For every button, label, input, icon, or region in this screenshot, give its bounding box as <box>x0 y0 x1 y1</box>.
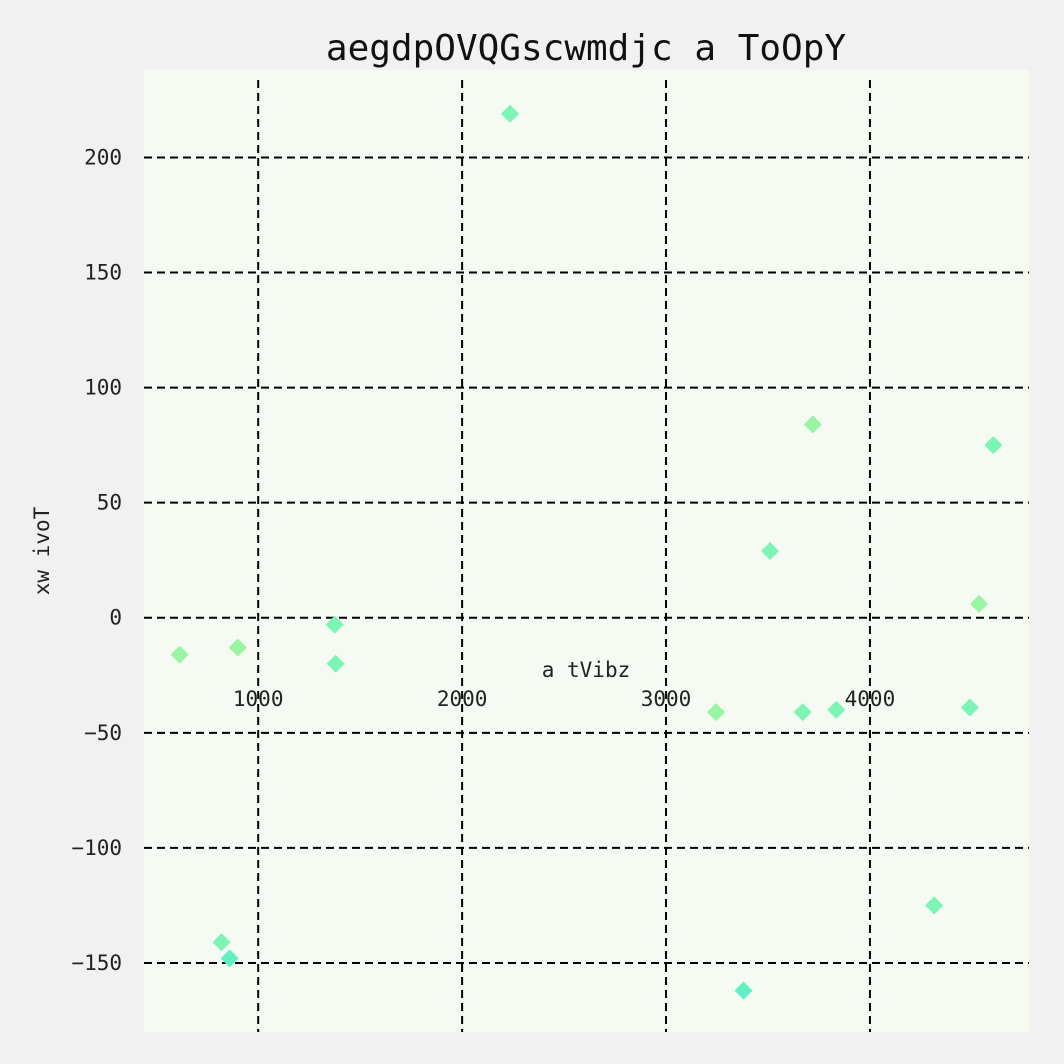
plot-area <box>144 70 1029 1032</box>
grid <box>144 80 1029 1032</box>
data-point <box>706 703 725 722</box>
data-point <box>970 594 989 613</box>
data-point <box>734 981 753 1000</box>
data-point <box>212 933 231 952</box>
y-tick-label: 50 <box>97 491 122 515</box>
x-tick-label: 4000 <box>845 687 896 711</box>
x-tick-label: 3000 <box>641 687 692 711</box>
data-point <box>803 415 822 434</box>
data-point <box>326 654 345 673</box>
x-axis-label: a tVibz <box>542 658 631 682</box>
x-tick-label: 1000 <box>233 687 284 711</box>
data-point <box>220 949 239 968</box>
y-axis-ticks: −150 −100 −50 0 50 100 150 200 <box>71 145 122 975</box>
y-tick-label: −100 <box>71 836 122 860</box>
data-point <box>925 896 944 915</box>
x-tick-label: 2000 <box>437 687 488 711</box>
y-tick-label: −150 <box>71 951 122 975</box>
y-tick-label: 100 <box>84 376 122 400</box>
data-point <box>170 645 189 664</box>
y-tick-label: 0 <box>109 606 122 630</box>
data-point <box>793 703 812 722</box>
x-axis-ticks: 1000 2000 3000 4000 <box>233 687 895 711</box>
data-points <box>170 104 1003 1000</box>
y-tick-label: 150 <box>84 261 122 285</box>
chart-title: aegdpOVQGscwmdjc a ToOpY <box>326 28 846 69</box>
y-tick-label: 200 <box>84 145 122 169</box>
data-point <box>827 700 846 719</box>
data-point <box>984 436 1003 455</box>
y-tick-label: −50 <box>84 721 122 745</box>
data-point <box>761 542 780 560</box>
data-point <box>325 615 344 634</box>
data-point <box>228 638 247 657</box>
y-axis-label: xw ivoT <box>30 506 54 595</box>
data-point <box>501 104 520 123</box>
data-point <box>960 698 979 717</box>
